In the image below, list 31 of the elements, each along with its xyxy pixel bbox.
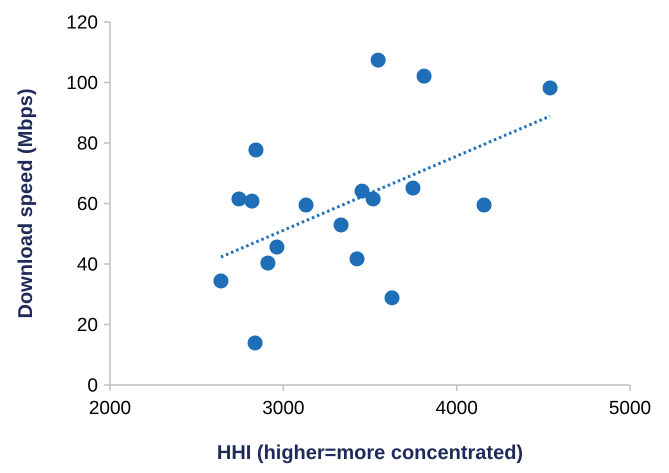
x-tick-label: 4000 — [436, 398, 478, 419]
point — [244, 194, 260, 209]
point — [231, 191, 246, 206]
y-tick-label: 0 — [87, 376, 98, 397]
point — [542, 80, 558, 96]
point — [260, 256, 276, 271]
point — [298, 198, 314, 213]
point — [248, 142, 264, 158]
point — [269, 240, 284, 255]
point — [476, 198, 492, 213]
y-tick-label: 100 — [66, 73, 98, 94]
point — [248, 335, 263, 350]
point — [370, 52, 386, 68]
point — [384, 290, 400, 306]
point — [405, 180, 420, 196]
point — [366, 191, 381, 206]
y-tick-label: 40 — [76, 254, 98, 276]
point — [350, 251, 364, 266]
point — [354, 184, 370, 199]
y-tick-label: 120 — [66, 12, 98, 34]
y-tick-label: 80 — [76, 134, 98, 155]
point — [334, 217, 349, 232]
y-tick-label: 20 — [76, 315, 98, 336]
y-axis-title: Download speed (Mbps) — [15, 88, 37, 318]
y-tick-label: 60 — [76, 194, 98, 216]
x-tick-label: 5000 — [608, 398, 652, 419]
point — [213, 273, 228, 288]
x-tick-label: 3000 — [262, 398, 304, 419]
point — [416, 68, 432, 84]
x-axis-title: HHI (higher=more concentrated) — [216, 442, 524, 464]
x-tick-label: 2000 — [88, 398, 132, 419]
